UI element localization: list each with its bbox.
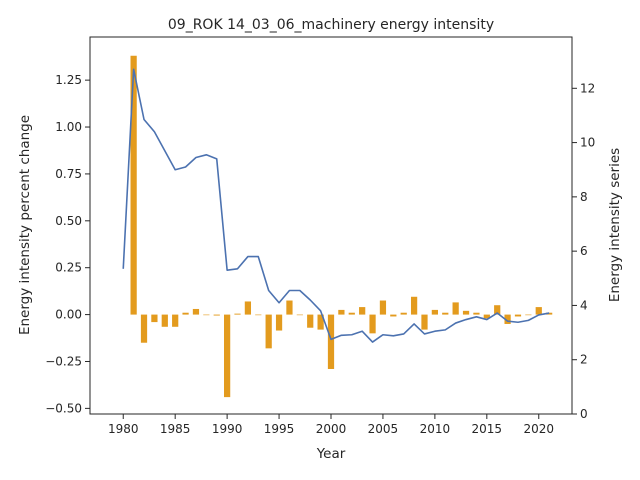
energy-intensity-line	[122, 68, 550, 343]
bar-1999	[317, 314, 324, 330]
bar-2003	[359, 307, 366, 315]
y-left-tick-label-5: 0.75	[55, 167, 82, 181]
y-left-tick-label-3: 0.25	[55, 261, 82, 275]
bar-2016	[494, 305, 501, 315]
x-tick-label-2010: 2010	[420, 422, 451, 436]
x-tick-label-1995: 1995	[264, 422, 295, 436]
y-left-tick-label-7: 1.25	[55, 73, 82, 87]
bar-2008	[410, 296, 418, 315]
x-tick-label-2000: 2000	[316, 422, 347, 436]
y-axis-left-label: Energy intensity percent change	[17, 115, 33, 335]
bar-1988	[203, 314, 210, 316]
bar-1995	[275, 314, 283, 331]
bar-1987	[192, 308, 200, 315]
bar-1986	[182, 312, 189, 315]
x-axis-label: Year	[316, 446, 346, 462]
y-right-tick-label-10: 10	[580, 136, 595, 150]
bar-2007	[400, 312, 407, 315]
bar-2020	[535, 307, 542, 315]
y-axis-left: −0.50 −0.25 0.00 0.25 0.50 0.75 1.00 1.25	[45, 73, 90, 415]
bar-2006	[390, 314, 397, 317]
y-left-tick-label-4: 0.50	[55, 214, 82, 228]
bar-2013	[462, 310, 470, 315]
x-tick-label-1985: 1985	[160, 422, 191, 436]
x-tick-label-1990: 1990	[212, 422, 243, 436]
bar-2000	[327, 314, 335, 369]
x-tick-label-2005: 2005	[368, 422, 399, 436]
bar-1994	[265, 314, 272, 349]
bar-2017	[504, 314, 511, 324]
bar-1985	[172, 314, 179, 327]
bar-2002	[348, 312, 355, 315]
y-left-tick-label-0: −0.50	[45, 401, 82, 415]
x-tick-label-2015: 2015	[472, 422, 503, 436]
y-right-tick-label-8: 8	[580, 190, 588, 204]
bar-1981	[130, 55, 137, 315]
bar-2005	[379, 300, 387, 315]
x-tick-label-1980: 1980	[108, 422, 139, 436]
y-axis-right: 0 2 4 6 8 10 12	[572, 81, 595, 421]
bar-1998	[307, 314, 314, 328]
bar-2018	[514, 314, 522, 317]
bar-2015	[483, 314, 490, 319]
line-layer	[122, 68, 550, 343]
y-right-tick-label-12: 12	[580, 81, 595, 95]
bar-2009	[421, 314, 428, 330]
y-right-tick-label-2: 2	[580, 353, 588, 367]
y-right-tick-label-0: 0	[580, 407, 588, 421]
bar-1996	[286, 300, 293, 315]
bar-2012	[452, 302, 459, 315]
y-left-tick-label-1: −0.25	[45, 354, 82, 368]
bar-1984	[161, 314, 168, 327]
bar-2001	[338, 309, 345, 315]
bar-2019	[525, 314, 532, 316]
chart-title: 09_ROK 14_03_06_machinery energy intensi…	[168, 17, 494, 33]
y-right-tick-label-6: 6	[580, 244, 588, 258]
bar-1992	[244, 301, 252, 315]
bar-1993	[255, 314, 262, 316]
y-left-tick-label-6: 1.00	[55, 120, 82, 134]
bar-1991	[234, 313, 241, 315]
bar-1989	[213, 314, 220, 316]
bar-1990	[224, 314, 231, 398]
y-axis-right-label: Energy intensity series	[607, 148, 623, 302]
bar-2014	[473, 312, 480, 315]
bar-2011	[442, 312, 449, 315]
bar-1982	[140, 314, 148, 343]
x-axis: 1980 1985 1990 1995 2000 2005 2010 2015 2020	[108, 414, 554, 436]
bar-2004	[369, 314, 376, 334]
y-right-tick-label-4: 4	[580, 298, 588, 312]
bar-1997	[296, 314, 303, 316]
y-left-tick-label-2: 0.00	[55, 308, 82, 322]
bar-2010	[431, 309, 438, 315]
bar-1983	[151, 314, 158, 323]
x-tick-label-2020: 2020	[523, 422, 554, 436]
